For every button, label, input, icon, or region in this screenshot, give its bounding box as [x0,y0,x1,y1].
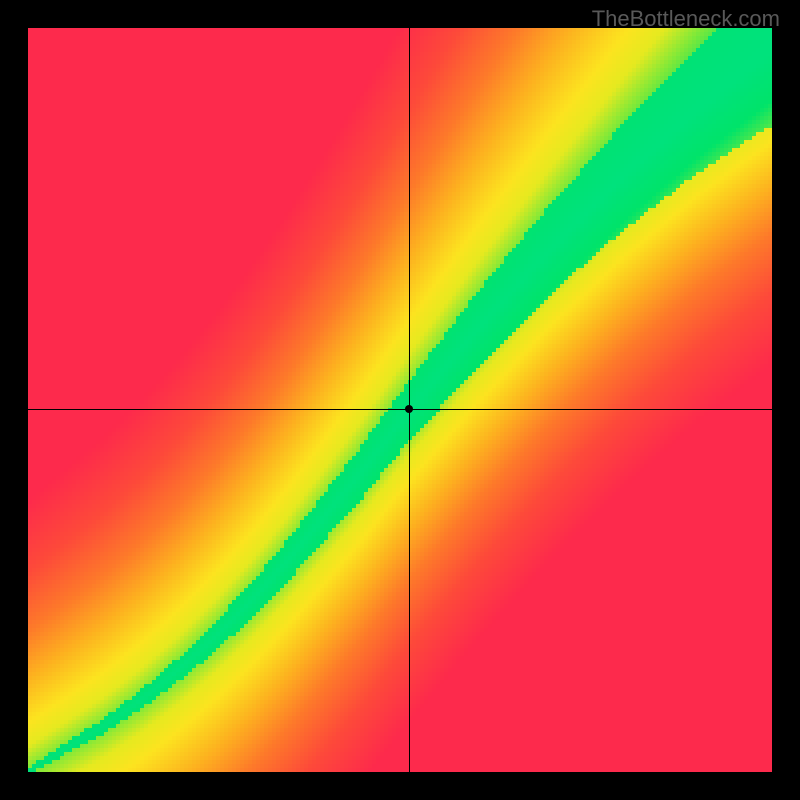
watermark-text: TheBottleneck.com [592,6,780,32]
crosshair-horizontal [28,409,772,410]
chart-container: TheBottleneck.com [0,0,800,800]
crosshair-vertical [409,28,410,772]
crosshair-marker [405,405,413,413]
heatmap-canvas [28,28,772,772]
plot-area [28,28,772,772]
